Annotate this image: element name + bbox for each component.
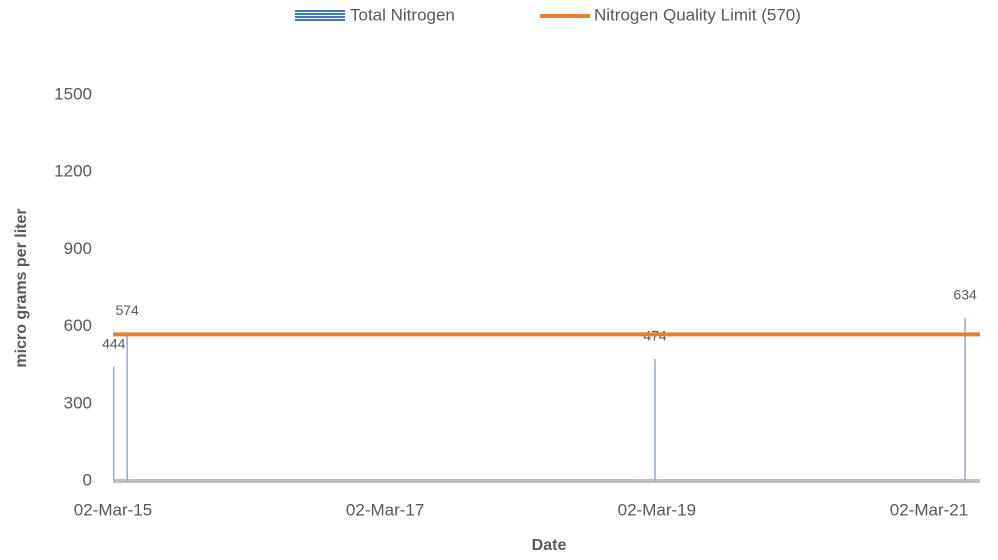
x-tick-label: 02-Mar-15 xyxy=(74,500,152,519)
y-tick-label: 0 xyxy=(83,470,92,489)
x-tick-label: 02-Mar-17 xyxy=(346,500,424,519)
data-label: 444 xyxy=(102,335,126,351)
data-label: 574 xyxy=(115,302,139,318)
y-axis-title: micro grams per liter xyxy=(13,208,30,367)
x-axis-title: Date xyxy=(532,537,567,554)
legend-label: Nitrogen Quality Limit (570) xyxy=(594,5,801,24)
y-tick-label: 300 xyxy=(64,393,92,412)
y-tick-label: 1200 xyxy=(54,162,92,181)
bar xyxy=(654,359,656,481)
data-label: 634 xyxy=(953,287,977,303)
bar xyxy=(964,317,966,481)
legend-swatch xyxy=(295,9,345,21)
legend-label: Total Nitrogen xyxy=(350,5,455,24)
y-tick-label: 600 xyxy=(64,316,92,335)
bar xyxy=(126,333,128,481)
x-tick-label: 02-Mar-21 xyxy=(890,500,968,519)
x-tick-label: 02-Mar-19 xyxy=(618,500,696,519)
y-tick-label: 1500 xyxy=(54,84,92,103)
bar xyxy=(112,366,115,481)
y-tick-label: 900 xyxy=(64,239,92,258)
